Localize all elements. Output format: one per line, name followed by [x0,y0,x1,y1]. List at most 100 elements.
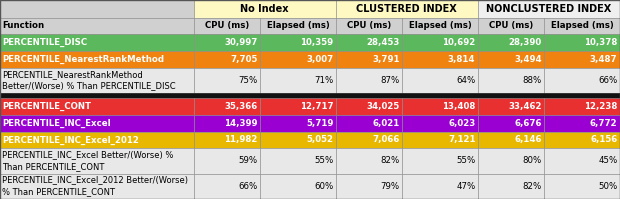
Text: 6,676: 6,676 [515,119,542,128]
Text: 13,408: 13,408 [442,102,476,111]
Text: 7,121: 7,121 [448,136,476,144]
Text: CPU (ms): CPU (ms) [489,21,533,30]
Text: 3,791: 3,791 [373,55,400,64]
Bar [336,115,402,132]
Bar [402,132,478,148]
Text: 7,066: 7,066 [373,136,400,144]
Bar [260,174,336,199]
Bar [193,68,260,93]
Text: CPU (ms): CPU (ms) [205,21,249,30]
Bar [402,18,478,34]
Text: Elapsed (ms): Elapsed (ms) [551,21,614,30]
Bar [336,132,402,148]
Text: 11,982: 11,982 [224,136,258,144]
Bar [193,98,260,115]
Bar [0,132,193,148]
Text: 7,705: 7,705 [231,55,258,64]
Text: 3,494: 3,494 [515,55,542,64]
Text: Function: Function [2,21,45,30]
Text: PERCENTILE_DISC: PERCENTILE_DISC [2,38,87,47]
Bar [336,34,402,51]
Bar [336,174,402,199]
Text: 88%: 88% [523,76,542,85]
Bar [336,98,402,115]
Text: 66%: 66% [239,182,258,191]
Bar [544,98,620,115]
Text: 3,487: 3,487 [590,55,618,64]
Bar [544,115,620,132]
Text: PERCENTILE_INC_Excel_2012: PERCENTILE_INC_Excel_2012 [2,135,140,144]
Text: 10,359: 10,359 [300,38,334,47]
Text: 5,052: 5,052 [306,136,334,144]
Text: 33,462: 33,462 [508,102,542,111]
Text: 66%: 66% [598,76,618,85]
Text: 64%: 64% [456,76,476,85]
Text: NONCLUSTERED INDEX: NONCLUSTERED INDEX [486,4,611,14]
Bar [336,0,478,18]
Text: 82%: 82% [523,182,542,191]
Bar [336,68,402,93]
Text: 30,997: 30,997 [224,38,258,47]
Text: 12,717: 12,717 [299,102,334,111]
Bar [402,98,478,115]
Bar [336,148,402,174]
Text: 14,399: 14,399 [224,119,258,128]
Text: 34,025: 34,025 [366,102,400,111]
Bar [478,18,544,34]
Bar [402,115,478,132]
Bar [260,148,336,174]
Text: 10,692: 10,692 [442,38,476,47]
Text: PERCENTILE_INC_Excel: PERCENTILE_INC_Excel [2,119,111,128]
Text: CPU (ms): CPU (ms) [347,21,391,30]
Bar [193,148,260,174]
Text: 75%: 75% [239,76,258,85]
Bar [0,34,193,51]
Text: 87%: 87% [381,76,400,85]
Bar [336,51,402,68]
Bar [478,34,544,51]
Text: 79%: 79% [381,182,400,191]
Bar [193,0,336,18]
Bar [260,18,336,34]
Bar [260,34,336,51]
Bar [0,51,193,68]
Bar [402,34,478,51]
Bar [0,98,193,115]
Bar [193,115,260,132]
Text: 55%: 55% [314,156,334,166]
Text: 3,007: 3,007 [306,55,334,64]
Bar [0,174,193,199]
Bar [402,174,478,199]
Bar [0,68,193,93]
Bar [0,0,193,18]
Bar [0,115,193,132]
Bar [478,148,544,174]
Text: 55%: 55% [456,156,476,166]
Text: 45%: 45% [598,156,618,166]
Bar [193,18,260,34]
Bar [544,174,620,199]
Bar [478,115,544,132]
Text: 47%: 47% [456,182,476,191]
Bar [260,68,336,93]
Text: 71%: 71% [314,76,334,85]
Text: % Than PERCENTILE_CONT: % Than PERCENTILE_CONT [2,187,115,196]
Bar [193,132,260,148]
Text: 28,390: 28,390 [509,38,542,47]
Text: 60%: 60% [314,182,334,191]
Bar [478,98,544,115]
Bar [402,148,478,174]
Bar [260,51,336,68]
Text: 35,366: 35,366 [224,102,258,111]
Bar [260,132,336,148]
Bar [0,148,193,174]
Text: CLUSTERED INDEX: CLUSTERED INDEX [356,4,457,14]
Text: Better/(Worse) % Than PERCENTILE_DISC: Better/(Worse) % Than PERCENTILE_DISC [2,82,176,91]
Bar [0,93,620,98]
Text: PERCENTILE_NearestRankMethod: PERCENTILE_NearestRankMethod [2,55,164,64]
Bar [544,68,620,93]
Bar [544,34,620,51]
Bar [478,0,620,18]
Bar [478,132,544,148]
Text: PERCENTILE_INC_Excel Better/(Worse) %: PERCENTILE_INC_Excel Better/(Worse) % [2,150,174,159]
